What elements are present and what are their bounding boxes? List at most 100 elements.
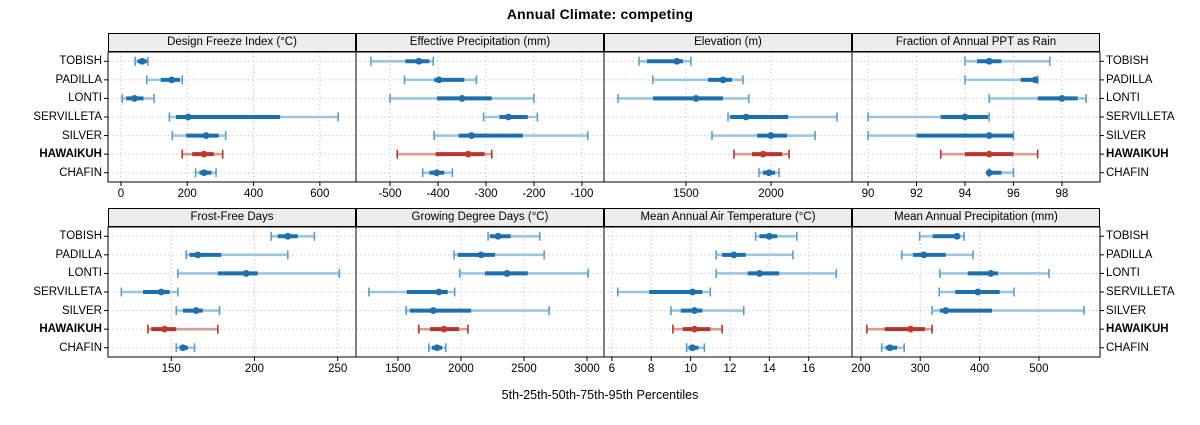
median-dot — [756, 270, 763, 277]
median-dot — [691, 325, 698, 333]
site-label-right: TOBISH — [1106, 230, 1149, 243]
median-dot — [433, 344, 441, 352]
median-dot — [494, 232, 502, 240]
median-dot — [1058, 95, 1066, 102]
median-dot — [953, 232, 961, 240]
panel-header: Design Freeze Index (°C) — [108, 33, 356, 52]
axis-tick-label: 96 — [1007, 188, 1020, 200]
site-label-right: CHAFIN — [1106, 341, 1149, 354]
median-dot — [987, 270, 995, 277]
median-dot — [194, 251, 202, 259]
site-label-left: SILVER — [61, 304, 102, 317]
site-label-right: CHAFIN — [1106, 166, 1149, 179]
median-dot — [179, 344, 187, 352]
axis-tick-label: 6 — [608, 363, 616, 375]
median-dot — [468, 132, 476, 139]
site-label-left: LONTI — [68, 267, 102, 280]
median-dot — [742, 113, 750, 121]
site-label-left: CHAFIN — [59, 341, 102, 354]
median-dot — [464, 150, 472, 158]
median-dot — [985, 150, 993, 158]
panel-header: Mean Annual Precipitation (mm) — [852, 208, 1100, 227]
panel-header: Elevation (m) — [604, 33, 852, 52]
axis-tick-label: 2000 — [448, 363, 474, 375]
median-dot — [961, 113, 969, 121]
site-label-left: SERVILLETA — [33, 111, 102, 123]
axis-tick-label: 14 — [762, 363, 776, 375]
median-dot — [458, 95, 466, 102]
median-dot — [974, 288, 982, 296]
median-dot — [689, 344, 696, 352]
axis-tick-label: 94 — [958, 188, 972, 200]
site-label-left: PADILLA — [55, 73, 102, 86]
site-label-left: TOBISH — [59, 55, 102, 68]
median-dot — [942, 307, 950, 314]
median-dot — [440, 325, 448, 333]
axis-tick-label: -100 — [570, 188, 594, 200]
median-dot — [692, 95, 700, 102]
axis-tick-label: 150 — [161, 363, 181, 375]
axis-tick-label: 90 — [861, 188, 875, 200]
site-label-right: SILVER — [1106, 304, 1147, 317]
site-label-right: LONTI — [1106, 92, 1140, 105]
median-dot — [985, 169, 993, 177]
panel — [603, 226, 853, 361]
axis-tick-label: 400 — [243, 188, 264, 200]
site-label-left: LONTI — [68, 92, 102, 105]
median-dot — [157, 288, 165, 296]
median-dot — [138, 57, 146, 65]
axis-tick-label: 10 — [684, 363, 697, 375]
site-label-right: SERVILLETA — [1106, 286, 1175, 298]
site-label-right: PADILLA — [1106, 73, 1153, 86]
median-dot — [719, 76, 727, 84]
panel — [355, 226, 605, 361]
axis-tick-label: 1500 — [385, 363, 411, 375]
site-label-left: HAWAIKUH — [39, 148, 102, 161]
axis-tick-label: 300 — [910, 363, 930, 375]
site-label-left: HAWAIKUH — [39, 323, 102, 336]
median-dot — [168, 76, 176, 84]
median-dot — [435, 288, 443, 296]
median-dot — [920, 251, 928, 259]
axis-tick-label: 0 — [117, 188, 125, 200]
site-label-left: CHAFIN — [59, 166, 102, 179]
axis-tick-label: 600 — [310, 188, 330, 200]
median-dot — [415, 57, 423, 65]
axis-tick-label: 200 — [177, 188, 197, 200]
axis-tick-label: 200 — [244, 363, 265, 375]
median-dot — [730, 251, 738, 259]
axis-tick-label: 92 — [910, 188, 923, 200]
site-label-right: TOBISH — [1106, 55, 1149, 68]
median-dot — [765, 232, 773, 240]
median-dot — [689, 288, 696, 296]
panel-header: Frost-Free Days — [108, 208, 356, 227]
axis-tick-label: -300 — [474, 188, 498, 200]
axis-tick-label: 200 — [851, 363, 871, 375]
site-label-right: HAWAIKUH — [1106, 148, 1169, 161]
axis-tick-label: 8 — [648, 363, 655, 375]
axis-tick-label: 250 — [328, 363, 348, 375]
chart-title: Annual Climate: competing — [506, 6, 694, 22]
median-dot — [429, 307, 437, 314]
median-dot — [673, 57, 681, 65]
axis-tick-label: 1500 — [673, 188, 699, 200]
site-label-left: SERVILLETA — [33, 286, 102, 298]
site-label-right: SERVILLETA — [1106, 111, 1175, 123]
site-label-left: PADILLA — [55, 248, 102, 261]
median-dot — [161, 325, 168, 333]
panel — [104, 226, 357, 361]
site-label-right: SILVER — [1106, 129, 1147, 142]
axis-tick-label: -500 — [378, 188, 402, 200]
axis-tick-label: 500 — [1029, 363, 1049, 375]
median-dot — [985, 57, 993, 65]
site-label-right: PADILLA — [1106, 248, 1153, 261]
site-label-right: LONTI — [1106, 267, 1140, 280]
median-dot — [184, 113, 192, 121]
median-dot — [202, 132, 210, 139]
median-dot — [907, 325, 915, 333]
median-dot — [200, 169, 208, 177]
median-dot — [886, 344, 894, 352]
panel — [355, 51, 605, 186]
